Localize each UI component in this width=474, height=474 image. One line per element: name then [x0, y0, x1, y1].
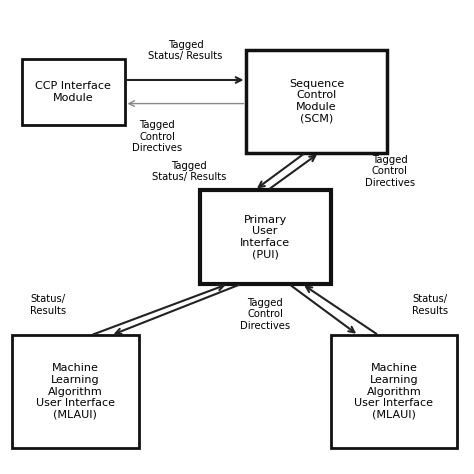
Text: Tagged
Control
Directives: Tagged Control Directives: [240, 298, 290, 331]
Text: Tagged
Status/ Results: Tagged Status/ Results: [152, 161, 226, 182]
FancyBboxPatch shape: [21, 59, 125, 125]
FancyBboxPatch shape: [331, 336, 457, 448]
Text: Machine
Learning
Algorithm
User Interface
(MLAUI): Machine Learning Algorithm User Interfac…: [355, 364, 433, 420]
Text: Status/
Results: Status/ Results: [412, 294, 448, 316]
FancyBboxPatch shape: [200, 190, 331, 284]
Text: Sequence
Control
Module
(SCM): Sequence Control Module (SCM): [289, 79, 344, 124]
Text: Machine
Learning
Algorithm
User Interface
(MLAUI): Machine Learning Algorithm User Interfac…: [36, 364, 115, 420]
Text: Tagged
Control
Directives: Tagged Control Directives: [132, 120, 182, 153]
Text: Tagged
Control
Directives: Tagged Control Directives: [365, 155, 415, 188]
FancyBboxPatch shape: [246, 50, 387, 153]
Text: Primary
User
Interface
(PUI): Primary User Interface (PUI): [240, 215, 290, 259]
Text: CCP Interface
Module: CCP Interface Module: [35, 81, 111, 102]
Text: Status/
Results: Status/ Results: [30, 294, 66, 316]
FancyBboxPatch shape: [12, 336, 138, 448]
Text: Tagged
Status/ Results: Tagged Status/ Results: [148, 40, 223, 61]
